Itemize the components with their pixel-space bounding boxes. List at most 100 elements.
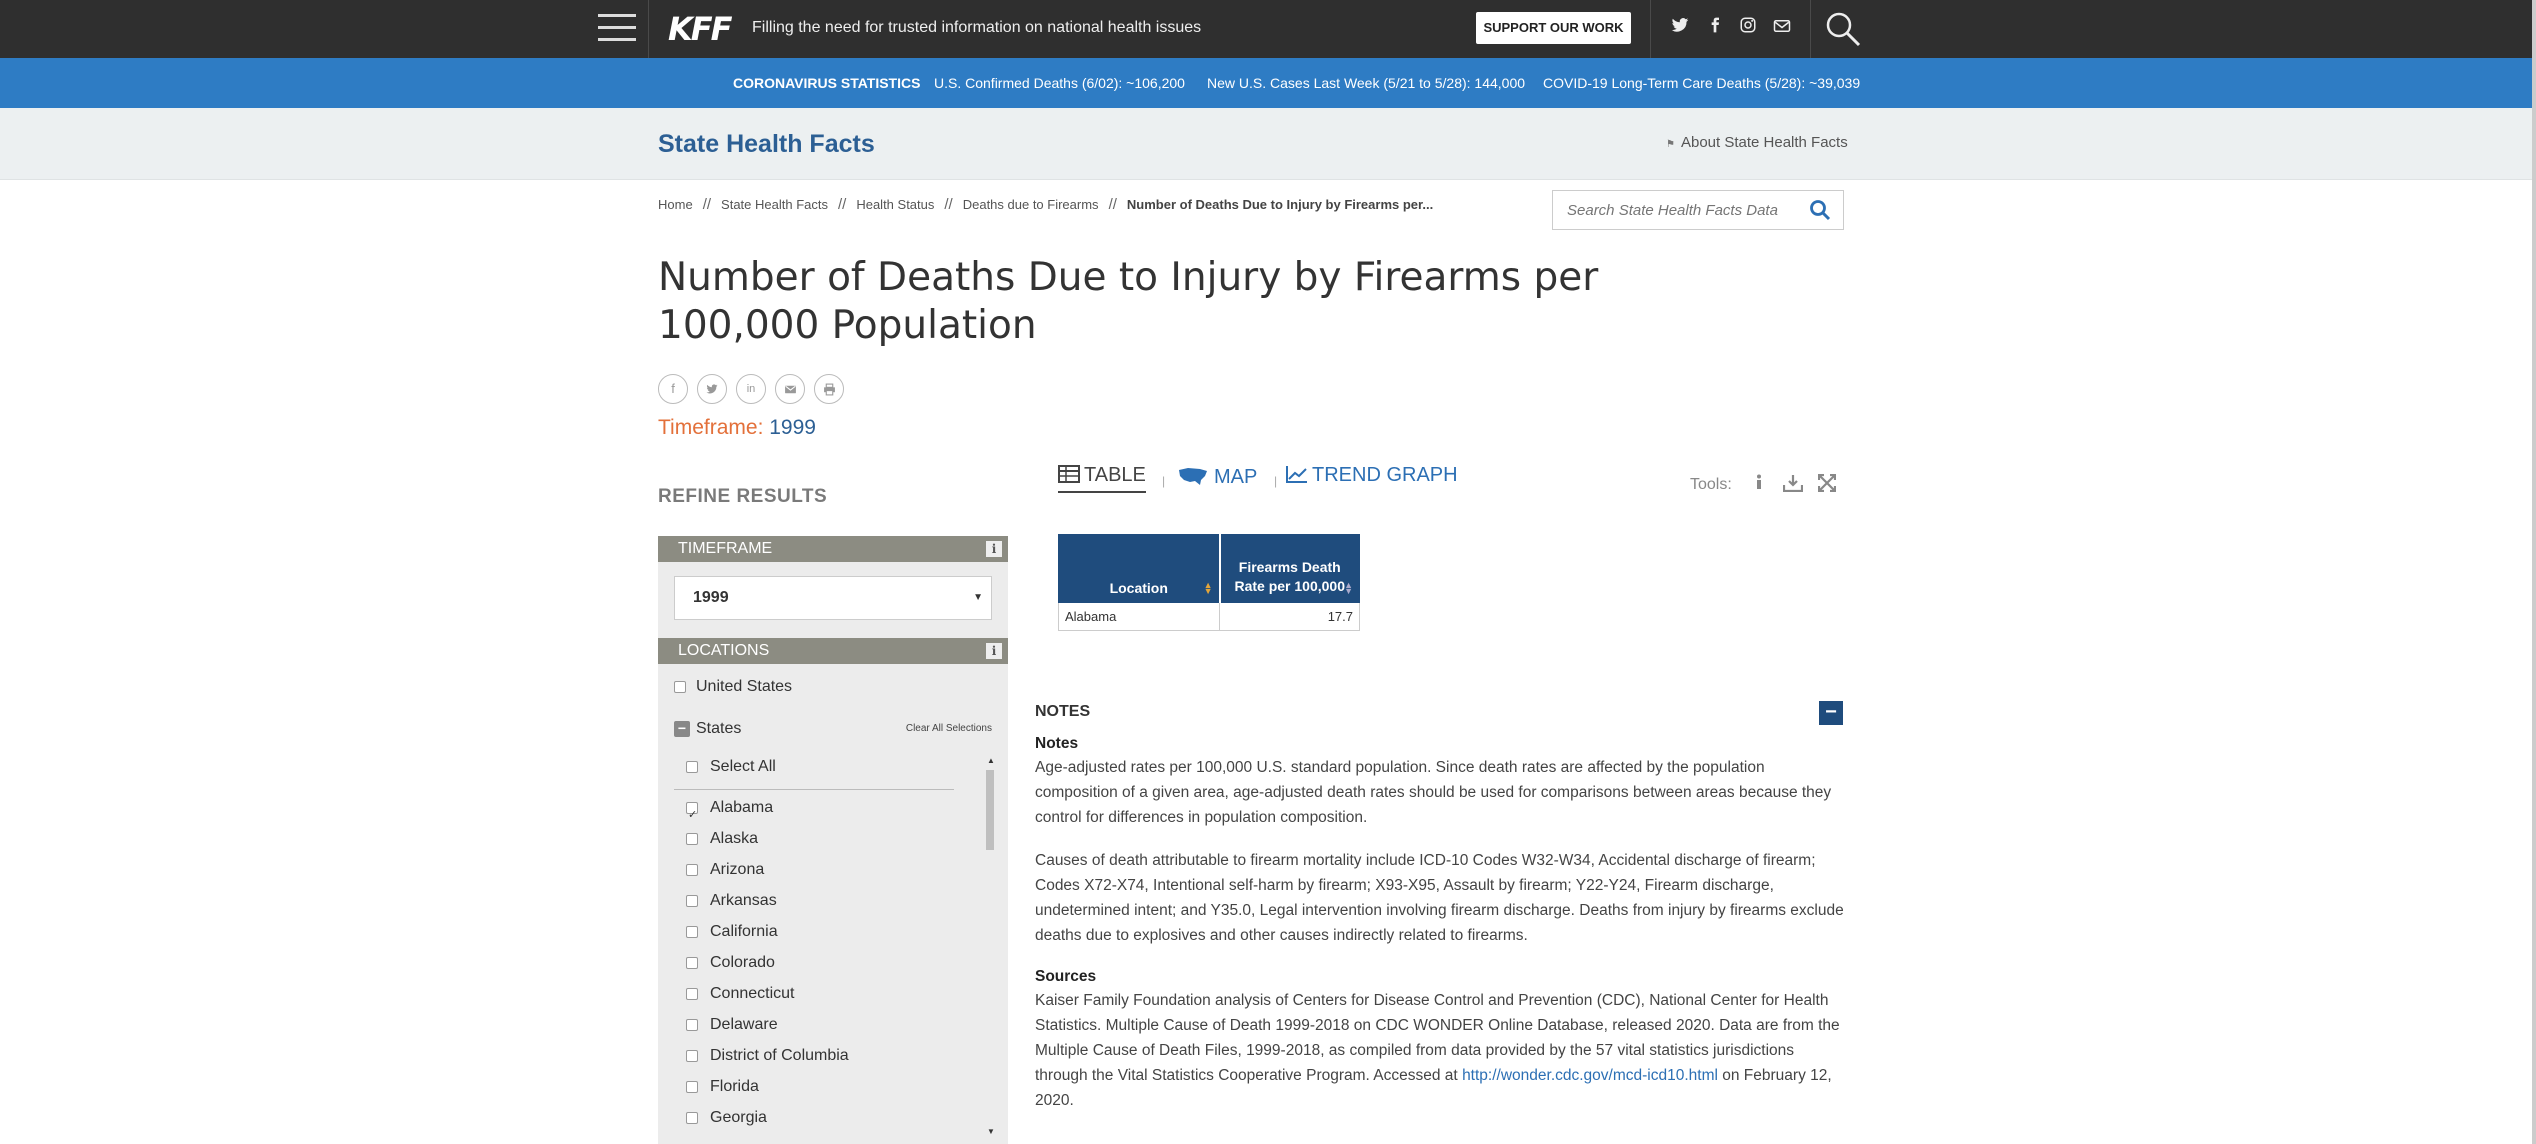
nav-divider [1810,0,1811,58]
united-states-option[interactable]: United States [674,678,792,696]
state-option[interactable]: Arkansas [674,885,992,916]
info-icon[interactable] [1748,474,1770,496]
state-option[interactable]: Georgia [674,1102,992,1133]
info-icon[interactable]: i [986,541,1002,557]
tab-map[interactable]: MAP [1178,466,1257,489]
column-header-location-label: Location [1109,580,1168,596]
locations-panel-header[interactable]: LOCATIONS i [658,638,1008,664]
timeframe-select[interactable]: 1999 ▼ [674,576,992,620]
data-table: Location ▲ ▼ Firearms Death Rate per 100,… [1058,534,1360,631]
share-linkedin-icon[interactable]: in [736,374,766,404]
email-icon[interactable] [1770,16,1794,40]
timeframe-panel: 1999 ▼ [658,562,1008,646]
state-option[interactable]: Colorado [674,947,992,978]
tab-table[interactable]: TABLE [1058,464,1146,493]
hamburger-menu-icon[interactable] [598,14,636,44]
coronavirus-statistics-label[interactable]: CORONAVIRUS STATISTICS [733,75,921,91]
column-header-location[interactable]: Location ▲ ▼ [1058,534,1220,603]
share-facebook-icon[interactable]: f [658,374,688,404]
state-option[interactable]: Alaska [674,823,992,854]
sort-icon[interactable]: ▲ ▼ [1344,580,1353,596]
site-search-box [1552,190,1844,230]
notes-paragraph-1: Age-adjusted rates per 100,000 U.S. stan… [1035,759,1832,826]
page-scrollbar[interactable] [2532,0,2536,1144]
state-option[interactable]: Delaware [674,1009,992,1040]
state-health-facts-title[interactable]: State Health Facts [658,130,875,158]
timeframe-panel-header[interactable]: TIMEFRAME i [658,536,1008,562]
state-checkbox[interactable] [686,1080,698,1093]
scroll-up-icon[interactable]: ▲ [987,756,995,765]
caret-down-icon: ▼ [973,592,983,603]
state-option[interactable]: California [674,916,992,947]
breadcrumb-state-health-facts[interactable]: State Health Facts [721,197,828,212]
tab-map-label: MAP [1214,466,1258,488]
timeframe-value: 1999 [769,416,816,439]
tab-trend-graph[interactable]: TREND GRAPH [1286,464,1458,487]
column-header-firearms-death-rate[interactable]: Firearms Death Rate per 100,000 ▲ ▼ [1218,534,1360,603]
state-label: Connecticut [710,985,795,1002]
share-email-icon[interactable] [775,374,805,404]
united-states-checkbox[interactable] [674,680,686,693]
about-state-health-facts-link[interactable]: ⚑ About State Health Facts [1666,134,1848,151]
state-checkbox[interactable] [686,863,698,876]
search-input[interactable] [1567,202,1797,219]
cdc-wonder-link[interactable]: http://wonder.cdc.gov/mcd-icd10.html [1462,1067,1718,1084]
search-icon[interactable] [1809,199,1833,223]
state-option[interactable]: Arizona [674,854,992,885]
covid-stat-deaths[interactable]: U.S. Confirmed Deaths (6/02): ~106,200 [934,75,1185,91]
cell-location: Alabama [1058,602,1220,631]
share-twitter-icon[interactable] [697,374,727,404]
state-option[interactable]: Connecticut [674,978,992,1009]
state-option[interactable]: Alabama [674,792,992,831]
clear-all-selections-link[interactable]: Clear All Selections [905,723,992,734]
print-icon[interactable] [814,374,844,404]
search-icon[interactable] [1824,10,1862,48]
fullscreen-icon[interactable] [1816,473,1838,496]
breadcrumb-separator: // [837,196,847,213]
state-checkbox[interactable] [686,894,698,907]
breadcrumb-home[interactable]: Home [658,197,693,212]
top-nav: KFF Filling the need for trusted informa… [0,0,2536,58]
state-checkbox[interactable] [686,1018,698,1031]
state-label: Alaska [710,830,759,847]
instagram-icon[interactable] [1736,16,1760,40]
covid-stat-ltc-deaths[interactable]: COVID-19 Long-Term Care Deaths (5/28): ~… [1543,75,1861,91]
state-checkbox[interactable] [686,1111,698,1124]
state-label: District of Columbia [710,1047,849,1064]
state-list: Select All Alabama Alaska Arizona Arkansas C… [674,752,992,1136]
scrollbar-thumb[interactable] [986,770,994,850]
select-all-option[interactable]: Select All [674,752,954,790]
twitter-icon[interactable] [1668,16,1692,40]
timeframe-display: Timeframe: 1999 [658,416,816,440]
breadcrumb-deaths-due-to-firearms[interactable]: Deaths due to Firearms [962,197,1099,212]
state-checkbox[interactable] [686,987,698,1000]
kff-logo[interactable]: KFF [668,10,733,48]
facebook-icon[interactable] [1703,16,1727,40]
state-checkbox[interactable] [686,1049,698,1062]
state-list-scrollbar[interactable]: ▲ ▼ [984,756,996,1136]
scroll-down-icon[interactable]: ▼ [987,1127,995,1136]
state-option[interactable]: Florida [674,1071,992,1102]
select-all-checkbox[interactable] [686,760,698,773]
nav-divider [648,0,649,58]
state-option[interactable]: District of Columbia [674,1040,992,1071]
us-map-icon [1179,468,1207,485]
state-checkbox[interactable] [686,925,698,938]
collapse-states-icon[interactable]: − [674,720,690,737]
state-checkbox[interactable] [686,832,698,845]
about-label: About State Health Facts [1680,134,1848,151]
breadcrumb-health-status[interactable]: Health Status [856,197,935,212]
collapse-notes-icon[interactable]: − [1819,701,1843,725]
tagline: Filling the need for trusted information… [752,19,1202,36]
info-icon[interactable]: i [986,643,1002,659]
tab-trend-graph-label: TREND GRAPH [1312,464,1458,486]
covid-stat-new-cases[interactable]: New U.S. Cases Last Week (5/21 to 5/28):… [1207,75,1526,91]
state-label: Florida [710,1078,759,1095]
support-our-work-button[interactable]: SUPPORT OUR WORK [1476,12,1631,44]
sort-icon[interactable]: ▲ ▼ [1203,580,1213,596]
state-checkbox[interactable] [686,956,698,969]
state-health-facts-header: State Health Facts ⚑ About State Health F… [0,108,2536,180]
breadcrumb-current: Number of Deaths Due to Injury by Firear… [1126,197,1434,212]
download-icon[interactable] [1782,474,1804,496]
state-checkbox[interactable] [686,800,698,831]
